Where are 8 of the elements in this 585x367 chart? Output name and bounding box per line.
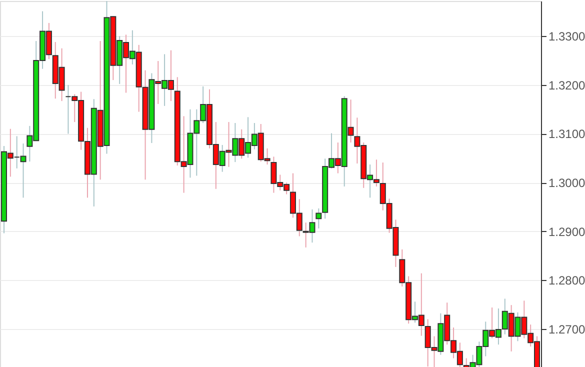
y-tick-label: 1.2700 (548, 322, 585, 336)
y-tick-label: 1.2900 (548, 224, 585, 239)
y-tick-label: 1.3300 (548, 30, 585, 44)
y-tick-label: 1.2800 (548, 274, 585, 288)
y-tick-label: 1.3200 (548, 78, 585, 92)
y-tick-label: 1.3100 (548, 127, 585, 142)
candlestick (316, 208, 322, 229)
y-tick-label: 1.3000 (548, 176, 585, 190)
